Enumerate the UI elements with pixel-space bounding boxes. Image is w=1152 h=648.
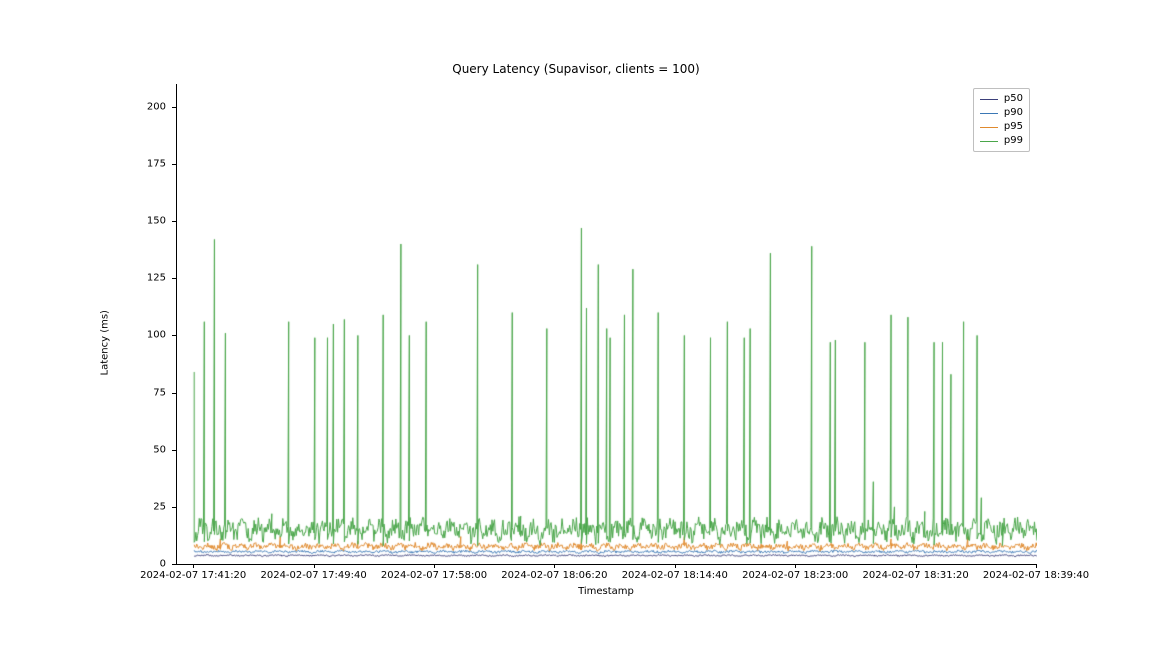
x-tick-label: 2024-02-07 18:14:40: [622, 570, 728, 581]
chart-axes: p50 p90 p95 p99: [176, 84, 1037, 565]
chart-title: Query Latency (Supavisor, clients = 100): [0, 62, 1152, 76]
y-tick-label: 75: [136, 387, 166, 398]
legend-label: p95: [1004, 120, 1023, 134]
x-tick: [193, 564, 194, 568]
x-axis-label: Timestamp: [176, 586, 1036, 597]
y-tick: [172, 450, 176, 451]
legend-item-p95: p95: [980, 120, 1023, 134]
y-tick-label: 175: [136, 159, 166, 170]
x-tick-label: 2024-02-07 18:31:20: [862, 570, 968, 581]
y-tick-label: 0: [136, 559, 166, 570]
x-tick: [314, 564, 315, 568]
y-tick-label: 25: [136, 501, 166, 512]
y-tick-label: 50: [136, 444, 166, 455]
legend-swatch: [980, 113, 998, 114]
legend-swatch: [980, 99, 998, 100]
y-tick-label: 200: [136, 101, 166, 112]
y-axis-label: Latency (ms): [100, 276, 111, 376]
x-tick: [554, 564, 555, 568]
y-tick: [172, 107, 176, 108]
figure: Query Latency (Supavisor, clients = 100)…: [0, 0, 1152, 648]
x-tick: [795, 564, 796, 568]
legend-item-p99: p99: [980, 134, 1023, 148]
x-tick-label: 2024-02-07 17:49:40: [260, 570, 366, 581]
y-tick-label: 150: [136, 216, 166, 227]
y-tick: [172, 278, 176, 279]
x-tick-label: 2024-02-07 18:23:00: [742, 570, 848, 581]
x-tick: [1036, 564, 1037, 568]
y-tick: [172, 221, 176, 222]
plot-canvas: [177, 84, 1037, 564]
x-tick: [434, 564, 435, 568]
legend-item-p90: p90: [980, 106, 1023, 120]
x-tick-label: 2024-02-07 17:41:20: [140, 570, 246, 581]
legend-item-p50: p50: [980, 92, 1023, 106]
legend-label: p50: [1004, 92, 1023, 106]
y-tick-label: 100: [136, 330, 166, 341]
y-tick-label: 125: [136, 273, 166, 284]
y-tick: [172, 393, 176, 394]
x-tick: [916, 564, 917, 568]
y-tick: [172, 564, 176, 565]
x-tick: [675, 564, 676, 568]
legend-swatch: [980, 127, 998, 128]
x-tick-label: 2024-02-07 17:58:00: [381, 570, 487, 581]
y-tick: [172, 335, 176, 336]
legend: p50 p90 p95 p99: [973, 88, 1030, 152]
legend-swatch: [980, 141, 998, 142]
x-tick-label: 2024-02-07 18:39:40: [983, 570, 1089, 581]
x-tick-label: 2024-02-07 18:06:20: [501, 570, 607, 581]
y-tick: [172, 507, 176, 508]
legend-label: p99: [1004, 134, 1023, 148]
legend-label: p90: [1004, 106, 1023, 120]
y-tick: [172, 164, 176, 165]
